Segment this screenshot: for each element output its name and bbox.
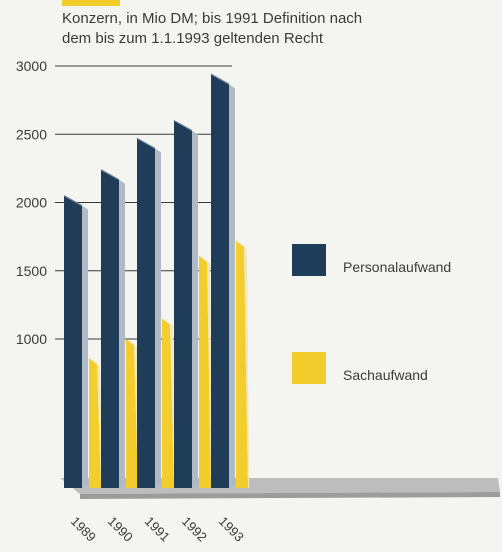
bar-face	[137, 138, 155, 488]
y-tick-label: 1000	[16, 331, 47, 347]
bar-top-edge	[136, 137, 156, 149]
bar-face	[211, 74, 229, 488]
y-tick-label: 2500	[16, 126, 47, 142]
legend-item-sachaufwand: Sachaufwand	[292, 352, 428, 384]
bar-personalaufwand-1992	[173, 120, 198, 488]
bar-top-edge	[100, 169, 120, 181]
bar-side	[229, 84, 235, 488]
x-tick-label: 1993	[216, 514, 247, 545]
bar-sachaufwand-1991	[162, 318, 175, 488]
bar-face	[236, 240, 248, 488]
title-accent-bar	[62, 0, 120, 6]
bar-face	[89, 358, 101, 488]
bar-sachaufwand-1989	[89, 358, 102, 488]
bar-side	[155, 148, 161, 488]
legend-swatch	[292, 352, 326, 384]
bar-top-edge	[210, 73, 230, 85]
chart-subtitle: Konzern, in Mio DM; bis 1991 Definition …	[62, 9, 482, 49]
x-tick-label: 1989	[68, 514, 99, 545]
x-tick-label: 1992	[179, 514, 210, 545]
bar-face	[126, 339, 138, 488]
bar-face	[174, 120, 192, 488]
bar-side	[97, 364, 102, 488]
x-tick-label: 1990	[105, 514, 136, 545]
y-tick-label: 1500	[16, 263, 47, 279]
bar-face	[101, 169, 119, 489]
bar-personalaufwand-1990	[100, 169, 125, 489]
bar-side	[192, 130, 198, 488]
bar-side	[207, 261, 212, 488]
bar-face	[162, 318, 174, 488]
bar-personalaufwand-1993	[210, 73, 235, 488]
y-tick-label: 3000	[16, 58, 47, 74]
bar-top-edge	[63, 195, 83, 207]
bar-side	[170, 324, 175, 488]
y-tick-label: 2000	[16, 195, 47, 211]
legend-item-personalaufwand: Personalaufwand	[292, 244, 451, 276]
bar-face	[199, 255, 211, 488]
bar-side	[244, 246, 249, 488]
bar-side	[82, 205, 88, 489]
x-tick-label: 1991	[142, 514, 173, 545]
bar-personalaufwand-1991	[136, 137, 161, 488]
legend-label: Personalaufwand	[343, 259, 451, 275]
legend-label: Sachaufwand	[343, 367, 428, 383]
bar-top-edge	[173, 120, 193, 132]
subtitle-line-1: Konzern, in Mio DM; bis 1991 Definition …	[62, 10, 363, 27]
subtitle-line-2: dem bis zum 1.1.1993 geltenden Recht	[62, 30, 323, 47]
bar-sachaufwand-1992	[199, 255, 212, 488]
bar-personalaufwand-1989	[63, 195, 88, 489]
bar-side	[119, 179, 125, 489]
chart-base-slab-edge	[80, 492, 500, 499]
legend-swatch	[292, 244, 326, 276]
bar-face	[64, 195, 82, 489]
bar-sachaufwand-1993	[236, 240, 249, 488]
